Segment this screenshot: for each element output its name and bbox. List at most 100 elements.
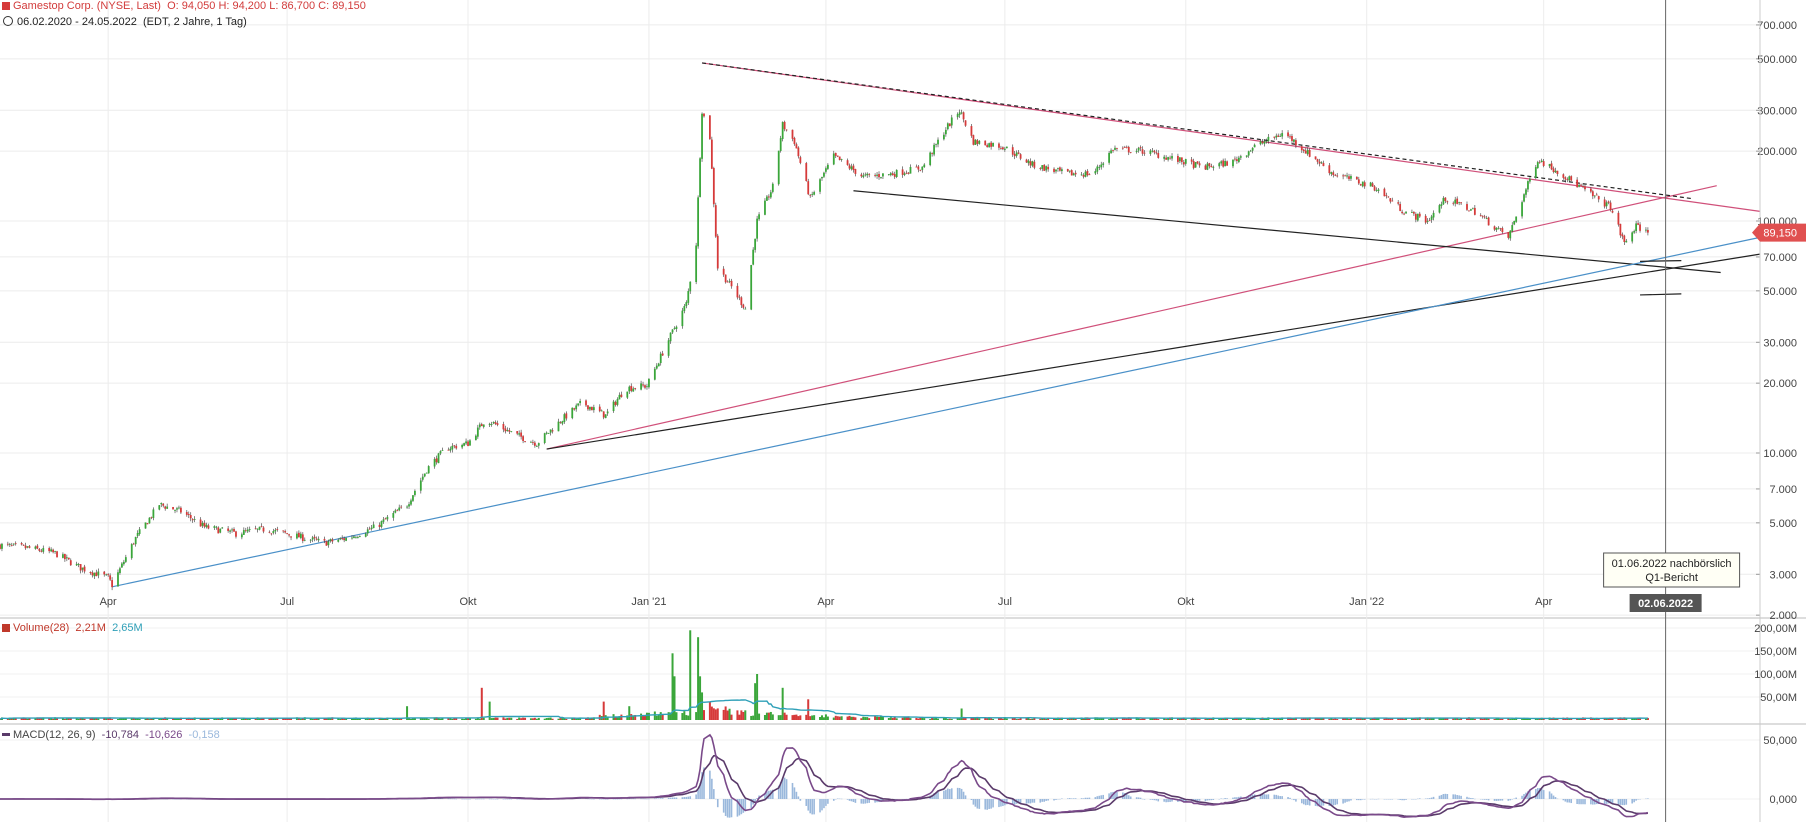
candle-body <box>270 533 272 534</box>
candle-body <box>1275 136 1277 138</box>
time-tick-label: Jan '21 <box>631 596 666 608</box>
candle-body <box>1334 175 1336 176</box>
candle-body <box>1631 232 1633 241</box>
candle-body <box>1637 223 1639 225</box>
macd-histogram-bar <box>1199 799 1201 801</box>
macd-value-1: -10,784 <box>102 729 139 741</box>
candle-body <box>1496 228 1498 230</box>
macd-histogram-bar <box>709 771 711 799</box>
candle-body <box>1480 215 1482 216</box>
candle-body <box>1555 171 1557 173</box>
candle-body <box>1153 151 1155 153</box>
candle-body <box>984 141 986 146</box>
candle-body <box>133 544 135 545</box>
candle-body <box>921 167 923 170</box>
candle-body <box>290 536 292 537</box>
volume-bar <box>896 718 898 720</box>
candle-body <box>880 177 882 178</box>
macd-histogram-bar <box>1362 799 1364 800</box>
volume-bar <box>1348 719 1350 720</box>
volume-bar <box>449 718 451 720</box>
volume-bar <box>439 719 441 720</box>
candle-body <box>929 153 931 166</box>
macd-indicator-title[interactable]: MACD(12, 26, 9) -10,784 -10,626 -0,158 <box>0 729 220 741</box>
candle-body <box>42 548 44 552</box>
macd-histogram-bar <box>1303 799 1305 804</box>
candle-body <box>381 521 383 527</box>
candle-body <box>1584 186 1586 189</box>
candle-body <box>520 433 522 437</box>
candle-body <box>1376 190 1378 191</box>
macd-histogram-bar <box>937 792 939 799</box>
ohlc-readout: O: 94,050 H: 94,200 L: 86,700 C: 89,150 <box>167 0 366 12</box>
macd-histogram-bar <box>1155 799 1157 800</box>
candle-body <box>1564 177 1566 179</box>
volume-bar <box>738 715 740 720</box>
candle-body <box>139 529 141 534</box>
volume-tick-label: 150,00M <box>1754 646 1797 658</box>
macd-histogram-bar <box>977 799 979 809</box>
candle-body <box>1568 176 1570 180</box>
candle-body <box>1030 161 1032 165</box>
candle-body <box>1385 195 1387 196</box>
candle-body <box>1169 158 1171 159</box>
candle-body <box>1608 201 1610 202</box>
candle-body <box>1100 165 1102 168</box>
candle-body <box>1391 201 1393 202</box>
candle-body <box>1047 167 1049 169</box>
macd-histogram-bar <box>1631 799 1633 803</box>
candle-body <box>40 551 42 552</box>
macd-histogram-bar <box>965 795 967 799</box>
candle-body <box>428 466 430 473</box>
macd-histogram-bar <box>1301 799 1303 803</box>
macd-histogram-bar <box>676 798 678 799</box>
candle-body <box>1094 171 1096 173</box>
candle-body <box>1128 147 1130 153</box>
volume-bar <box>823 717 825 720</box>
candle-body <box>1004 149 1006 150</box>
volume-bar <box>799 715 801 720</box>
volume-bar <box>937 719 939 720</box>
volume-bar <box>888 718 890 720</box>
candle-body <box>725 275 727 283</box>
macd-histogram-bar <box>984 799 986 810</box>
macd-histogram-bar <box>951 788 953 799</box>
candle-body <box>1527 181 1529 189</box>
candle-body <box>1167 157 1169 160</box>
candle-body <box>1197 161 1199 163</box>
volume-tick-label: 50,00M <box>1760 692 1797 704</box>
candle-body <box>579 401 581 403</box>
macd-histogram-bar <box>1095 797 1097 799</box>
trendlines[interactable] <box>112 63 1760 587</box>
candle-body <box>447 450 449 451</box>
candle-body <box>676 327 678 329</box>
candle-body <box>436 458 438 462</box>
candle-body <box>461 445 463 447</box>
candle-body <box>176 508 178 509</box>
candle-body <box>1374 186 1376 190</box>
macd-histogram-bar <box>668 798 670 799</box>
macd-histogram-bar <box>1098 796 1100 799</box>
macd-histogram-bar <box>1138 797 1140 799</box>
volume-bar <box>1031 719 1033 720</box>
macd-histogram-bar <box>1157 799 1159 801</box>
macd-histogram-bar <box>827 799 829 804</box>
volume-indicator-title[interactable]: Volume(28) 2,21M 2,65M <box>0 622 143 634</box>
candle-body <box>1551 163 1553 169</box>
volume-bar <box>778 715 780 720</box>
volume-bar <box>821 715 823 720</box>
candle-body <box>615 402 617 405</box>
candle-body <box>78 564 80 565</box>
price-tick-label: 2.000 <box>1769 610 1797 622</box>
candle-body <box>1413 212 1415 214</box>
volume-bar <box>52 719 54 720</box>
candle-body <box>343 538 345 540</box>
macd-histogram-bar <box>1102 795 1104 799</box>
candle-body <box>1537 162 1539 168</box>
macd-histogram-bar <box>1207 799 1209 800</box>
candle-body <box>766 197 768 201</box>
candle-body <box>1521 202 1523 216</box>
candle-body <box>813 192 815 195</box>
